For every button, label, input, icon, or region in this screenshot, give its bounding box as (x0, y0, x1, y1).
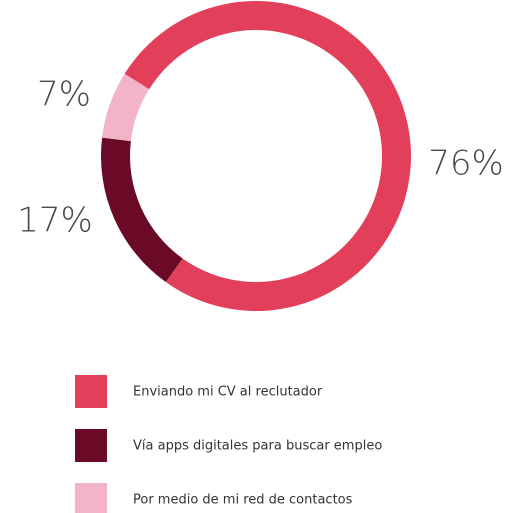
legend-swatch (75, 483, 107, 513)
legend-label: Por medio de mi red de contactos (133, 493, 353, 508)
value-label: 17% (17, 201, 93, 241)
value-label: 76% (428, 144, 504, 184)
value-label: 7% (37, 75, 91, 115)
legend-label: Enviando mi CV al reclutador (133, 385, 323, 400)
legend-swatch (75, 375, 107, 408)
donut-segment (102, 73, 150, 142)
legend-label: Vía apps digitales para buscar empleo (133, 439, 382, 454)
donut-segment (101, 137, 183, 283)
legend-swatch (75, 429, 107, 462)
